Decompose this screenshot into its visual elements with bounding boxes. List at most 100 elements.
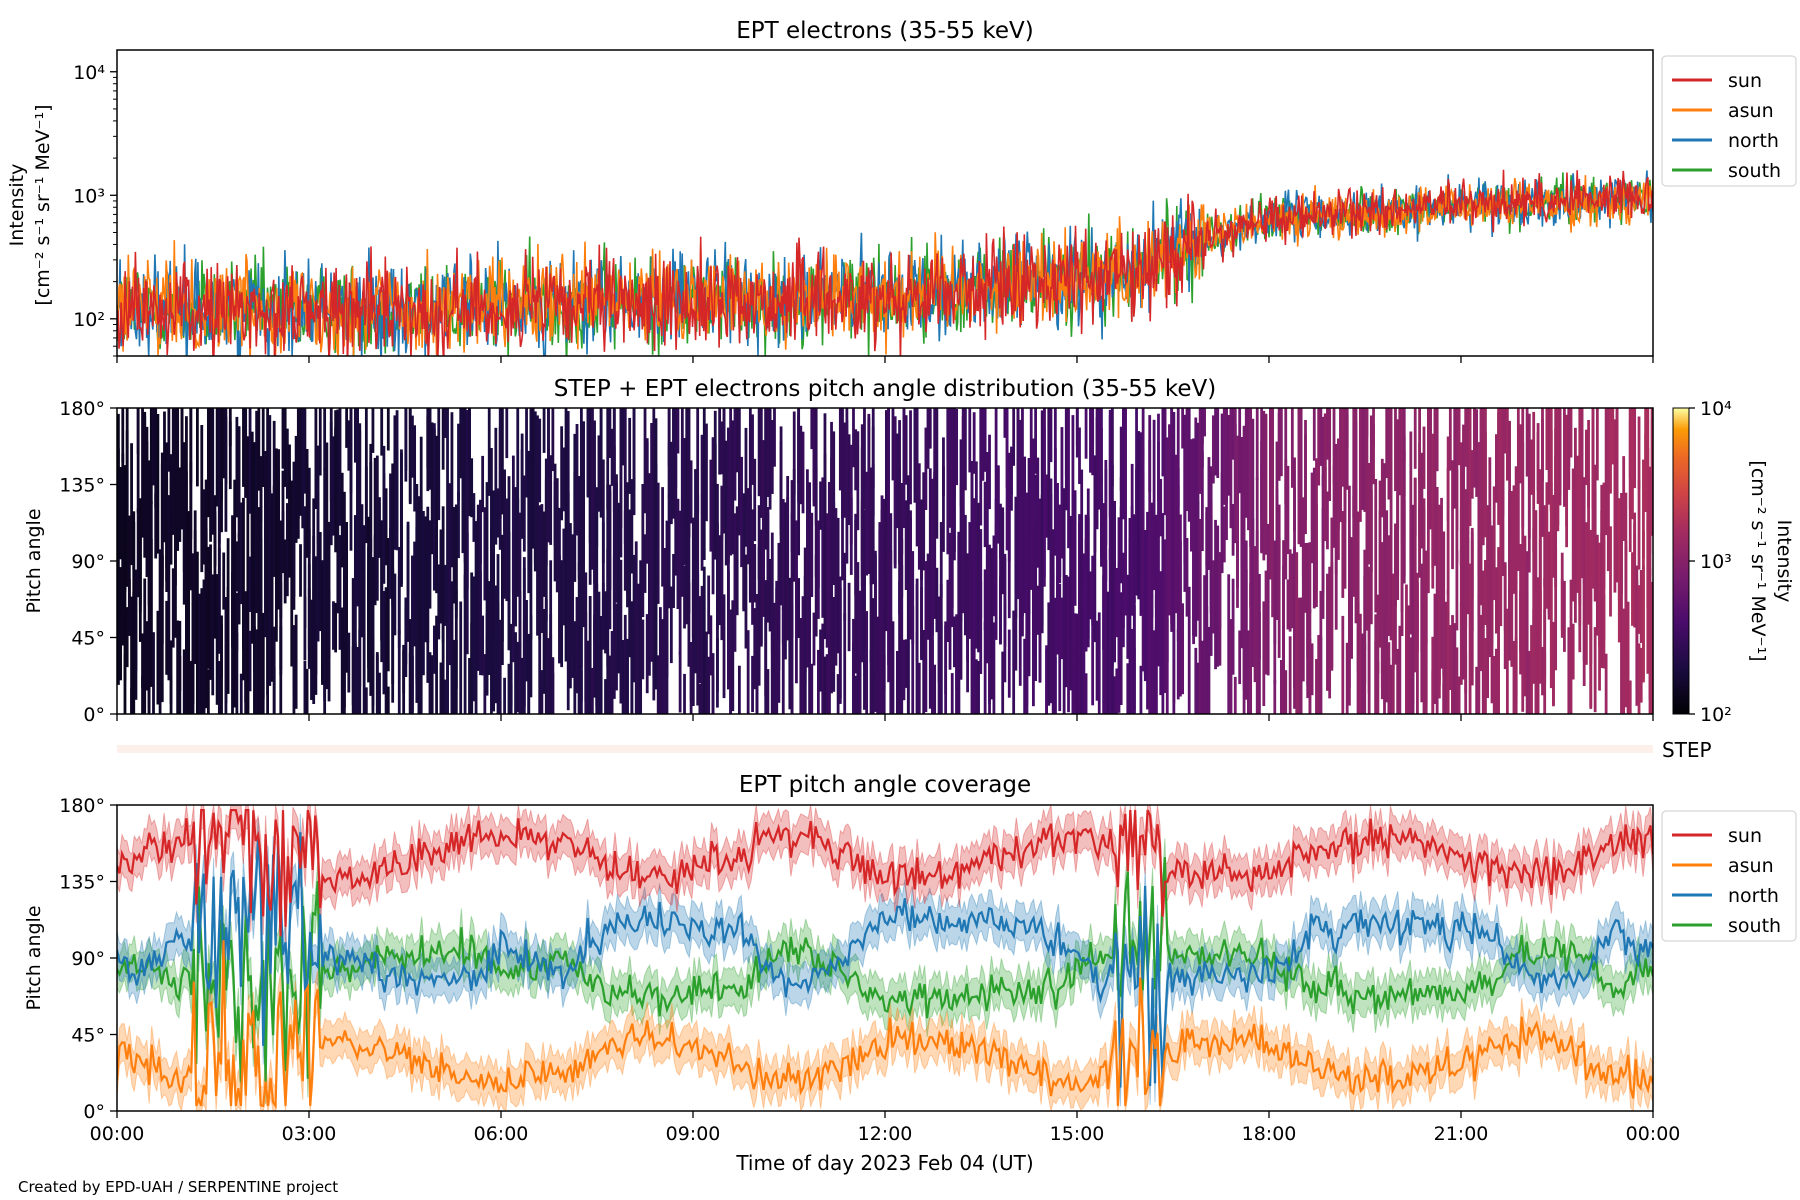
heatmap-cell xyxy=(338,535,342,650)
heatmap-cell xyxy=(1003,553,1007,647)
heatmap-cell xyxy=(1089,571,1092,620)
heatmap-cell xyxy=(788,577,792,654)
heatmap-cell xyxy=(1071,533,1075,614)
heatmap-cell xyxy=(1383,618,1386,714)
heatmap-cell xyxy=(920,511,923,661)
heatmap-cell xyxy=(1457,408,1461,466)
heatmap-cell xyxy=(705,423,708,522)
heatmap-cell xyxy=(185,543,188,651)
heatmap-cell xyxy=(1584,429,1588,486)
heatmap-cell xyxy=(1135,408,1138,520)
heatmap-cell xyxy=(439,662,443,714)
heatmap-cell xyxy=(1023,638,1027,714)
heatmap-cell xyxy=(204,479,208,587)
heatmap-cell xyxy=(1453,626,1457,714)
heatmap-cell xyxy=(601,522,605,616)
heatmap-cell xyxy=(1216,560,1220,667)
heatmap-cell xyxy=(672,554,675,608)
heatmap-cell xyxy=(882,654,886,714)
heatmap-cell xyxy=(1534,608,1538,714)
heatmap-cell xyxy=(1222,506,1226,563)
heatmap-cell xyxy=(1451,460,1454,570)
heatmap-cell xyxy=(988,434,991,510)
heatmap-cell xyxy=(1345,414,1349,490)
heatmap-cell xyxy=(766,512,770,623)
heatmap-cell xyxy=(678,651,682,713)
heatmap-cell xyxy=(661,628,664,714)
heatmap-cell xyxy=(560,426,564,521)
heatmap-cell xyxy=(1358,408,1362,522)
heatmap-cell xyxy=(141,408,144,538)
heatmap-cell xyxy=(1628,419,1632,552)
heatmap-cell xyxy=(1508,500,1511,661)
heatmap-cell xyxy=(790,683,794,714)
heatmap-cell xyxy=(1279,408,1283,477)
heatmap-cell xyxy=(1530,439,1533,495)
heatmap-cell xyxy=(136,508,140,598)
heatmap-cell xyxy=(1646,447,1650,533)
heatmap-cell xyxy=(836,674,840,714)
heatmap-cell xyxy=(834,508,838,589)
heatmap-cell xyxy=(676,408,680,454)
heatmap-cell xyxy=(1413,478,1417,601)
heatmap-cell xyxy=(1084,538,1088,652)
heatmap-cell xyxy=(924,561,928,713)
coverage-line-asun xyxy=(117,940,1653,1110)
heatmap-cell xyxy=(253,626,256,714)
heatmap-cell xyxy=(1190,439,1193,518)
heatmap-cell xyxy=(127,579,131,636)
heatmap-cell xyxy=(595,583,599,714)
heatmap-cell xyxy=(343,491,346,573)
heatmap-cell xyxy=(744,554,748,649)
heatmap-cell xyxy=(687,582,691,667)
footer-credit: Created by EPD-UAH / SERPENTINE project xyxy=(18,1178,338,1196)
heatmap-cell xyxy=(279,520,283,670)
heatmap-cell xyxy=(1402,450,1406,577)
heatmap-cell xyxy=(812,612,816,666)
heatmap-cell xyxy=(1424,550,1428,644)
heatmap-cell xyxy=(1383,463,1386,587)
heatmap-cell xyxy=(691,517,695,638)
heatmap-cell xyxy=(1628,680,1632,714)
heatmap-cell xyxy=(1431,433,1435,568)
heatmap-cell xyxy=(305,449,309,558)
heatmap-cell xyxy=(1111,408,1114,487)
heatmap-cell xyxy=(1053,448,1057,541)
heatmap-cell xyxy=(1609,408,1612,494)
heatmap-cell xyxy=(909,517,912,598)
heatmap-cell xyxy=(562,447,566,512)
heatmap-cell xyxy=(1477,594,1481,714)
pitch-angle-distribution-panel: STEP + EPT electrons pitch angle distrib… xyxy=(23,376,1795,726)
x-tick-label: 00:00 xyxy=(90,1123,145,1145)
heatmap-cell xyxy=(1411,504,1415,590)
coverage-line-north xyxy=(117,832,1653,1088)
heatmap-cell xyxy=(259,458,263,612)
heatmap-cell xyxy=(1347,485,1351,574)
heatmap-cell xyxy=(1620,508,1623,621)
heatmap-cell xyxy=(1514,466,1518,584)
heatmap-cell xyxy=(926,408,930,462)
heatmap-cell xyxy=(663,548,667,629)
legend-label-sun: sun xyxy=(1728,825,1762,847)
heatmap-cell xyxy=(623,640,627,714)
heatmap-cell xyxy=(669,586,673,664)
heatmap-cell xyxy=(1365,408,1369,554)
heatmap-cell xyxy=(397,547,401,648)
heatmap-cell xyxy=(957,531,961,627)
heatmap-cell xyxy=(1150,640,1154,714)
heatmap-cell xyxy=(718,408,722,475)
heatmap-cell xyxy=(417,618,421,714)
heatmap-cell xyxy=(1481,570,1485,714)
heatmap-cell xyxy=(1499,408,1503,518)
heatmap-cell xyxy=(180,464,184,530)
heatmap-cell xyxy=(1644,408,1648,463)
heatmap-cell xyxy=(1563,408,1566,507)
heatmap-cell xyxy=(428,408,432,471)
heatmap-cell xyxy=(898,465,901,565)
heatmap-cell xyxy=(1437,650,1441,699)
heatmap-cell xyxy=(1337,438,1340,531)
heatmap-cell xyxy=(1163,573,1167,693)
heatmap-cell xyxy=(641,619,645,680)
heatmap-cell xyxy=(645,441,649,493)
